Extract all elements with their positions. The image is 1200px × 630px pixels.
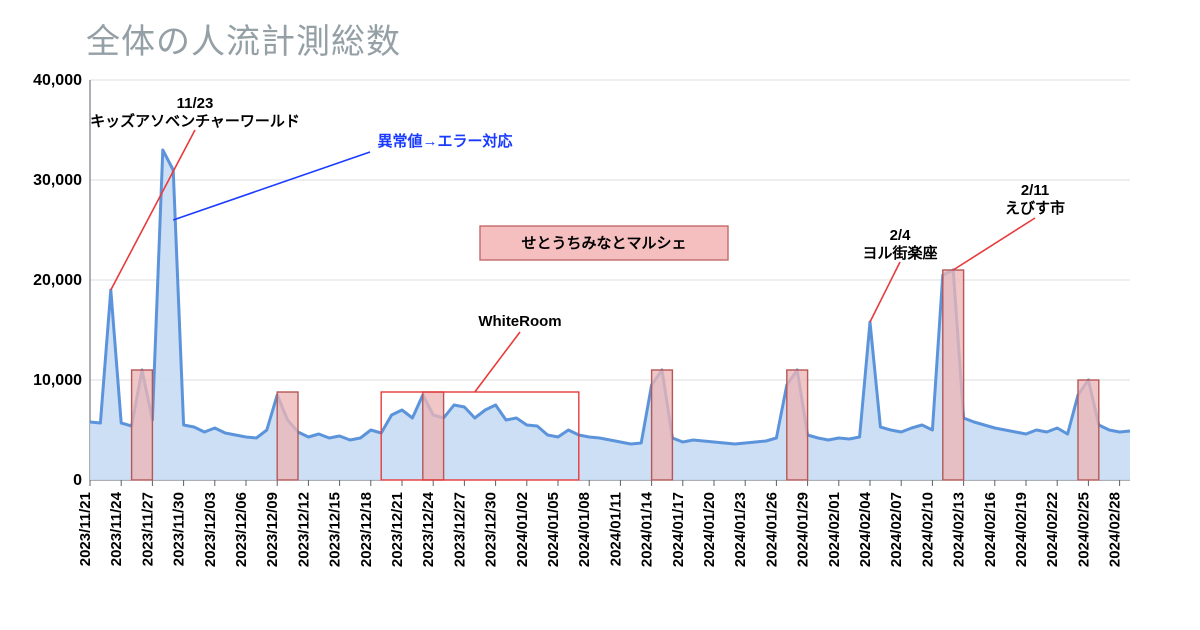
y-tick-label: 0 (73, 472, 82, 489)
marche-highlight (943, 270, 964, 480)
x-tick-label: 2023/12/27 (451, 492, 468, 567)
annotation-text: えびす市 (1005, 199, 1065, 217)
x-tick-label: 2024/02/28 (1107, 492, 1124, 567)
x-tick-label: 2024/02/01 (826, 492, 843, 567)
x-tick-label: 2024/02/19 (1013, 492, 1030, 567)
x-tick-label: 2023/11/21 (77, 492, 94, 566)
legend-marche: せとうちみなとマルシェ (480, 226, 728, 260)
x-tick-label: 2024/01/14 (639, 491, 656, 567)
annotation-text: 2/4 (890, 227, 912, 244)
x-tick-label: 2024/01/11 (607, 492, 624, 566)
x-tick-label: 2024/01/05 (545, 492, 562, 567)
y-tick-label: 30,000 (33, 172, 82, 189)
x-tick-label: 2023/12/18 (358, 492, 375, 567)
x-tick-label: 2024/02/25 (1075, 492, 1092, 567)
chart-svg: 010,00020,00030,00040,000 2023/11/212023… (0, 0, 1200, 630)
y-tick-label: 40,000 (33, 72, 82, 89)
y-tick-label: 10,000 (33, 372, 82, 389)
annotation-error-handling: 異常値→エラー対応 (173, 132, 512, 220)
x-tick-label: 2024/01/29 (795, 492, 812, 567)
x-tick-label: 2024/01/20 (701, 492, 718, 567)
x-tick-label: 2023/11/30 (171, 492, 188, 566)
annotation-text: ヨル街楽座 (862, 244, 937, 262)
x-tick-label: 2023/12/30 (483, 492, 500, 567)
x-tick-label: 2024/02/13 (951, 492, 968, 567)
marche-highlight (787, 370, 808, 480)
x-tick-label: 2023/12/15 (327, 492, 344, 567)
x-tick-label: 2023/12/09 (264, 492, 281, 567)
marche-highlight (652, 370, 673, 480)
marche-highlight (423, 392, 444, 480)
marche-highlight (132, 370, 153, 480)
x-tick-label: 2024/01/23 (732, 492, 749, 567)
x-tick-label: 2024/01/26 (763, 492, 780, 567)
x-tick-label: 2023/12/21 (389, 492, 406, 567)
annotation-text: 11/23 (177, 95, 214, 112)
series-area (90, 150, 1130, 480)
y-tick-label: 20,000 (33, 272, 82, 289)
x-tick-label: 2024/02/22 (1044, 492, 1061, 567)
x-tick-label: 2024/02/07 (888, 492, 905, 567)
x-tick-label: 2024/01/17 (670, 492, 687, 567)
annotation-text: 2/11 (1021, 182, 1049, 199)
annotation-ebisu-ichi: 2/11えびす市 (953, 182, 1065, 270)
marche-highlight (277, 392, 298, 480)
x-axis-labels: 2023/11/21 2023/11/24 2023/11/27 2023/11/30… (77, 491, 1124, 567)
x-tick-label: 2023/12/03 (202, 492, 219, 567)
x-tick-label: 2023/12/24 (420, 491, 437, 567)
x-tick-label: 2023/12/12 (295, 492, 312, 567)
annotation-yoru-machi: 2/4ヨル街楽座 (862, 227, 937, 322)
x-tick-label: 2024/01/08 (576, 492, 593, 567)
marche-highlight (1078, 380, 1099, 480)
x-tick-label: 2024/01/02 (514, 492, 531, 567)
x-tick-label: 2023/12/06 (233, 492, 250, 567)
y-axis-labels: 0 10,000 20,000 30,000 40,000 (33, 72, 82, 489)
annotation-text: WhiteRoom (478, 313, 561, 330)
annotation-text: 異常値→エラー対応 (377, 132, 512, 150)
annotation-kids-adventure: 11/23キッズアソベンチャーワールド (90, 95, 300, 290)
x-tick-label: 2024/02/04 (857, 491, 874, 567)
x-tick-label: 2023/11/27 (139, 492, 156, 566)
x-tick-label: 2023/11/24 (108, 491, 125, 566)
x-tick-label: 2024/02/16 (982, 492, 999, 567)
annotation-text: キッズアソベンチャーワールド (90, 112, 300, 130)
legend-label: せとうちみなとマルシェ (521, 235, 686, 252)
x-tick-label: 2024/02/10 (919, 492, 936, 567)
